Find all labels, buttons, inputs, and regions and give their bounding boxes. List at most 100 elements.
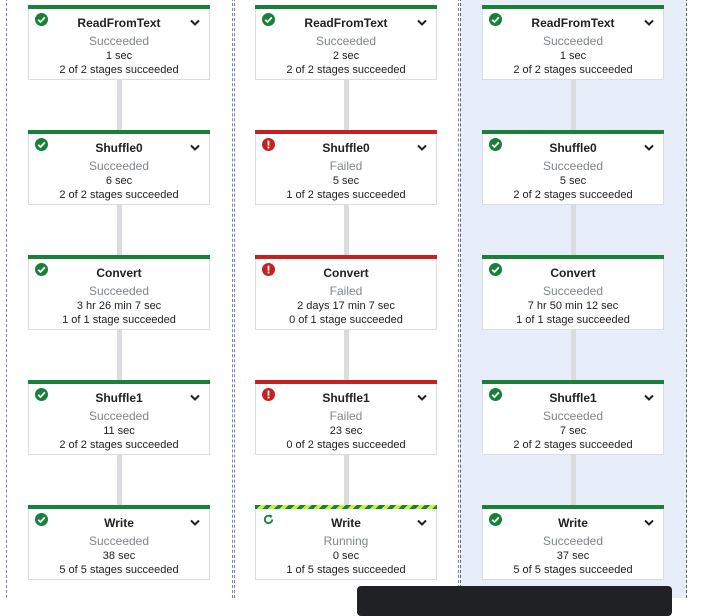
step-name: Shuffle1 <box>549 391 597 405</box>
step-status: Failed <box>329 284 363 298</box>
status-bar <box>28 505 210 509</box>
status-bar <box>482 255 664 259</box>
step-connector <box>117 455 122 505</box>
step-connector <box>117 205 122 255</box>
step-stages-summary: 0 of 2 stages succeeded <box>286 439 406 451</box>
step-connector <box>344 330 349 380</box>
step-status: Succeeded <box>88 284 150 298</box>
chevron-down-icon[interactable] <box>417 514 427 526</box>
step-name: Convert <box>323 266 369 280</box>
status-bar <box>28 380 210 384</box>
step-name: Shuffle1 <box>95 391 143 405</box>
step-connector <box>571 80 576 130</box>
step-card-readfromtext[interactable]: ReadFromText Succeeded 2 sec 2 of 2 stages … <box>255 5 437 80</box>
step-stages-summary: 5 of 5 stages succeeded <box>513 564 633 576</box>
step-status: Succeeded <box>542 409 604 423</box>
job-graph-column-1[interactable] <box>6 0 233 598</box>
step-duration: 7 sec <box>559 425 587 437</box>
check-circle-icon <box>35 388 48 401</box>
chevron-down-icon[interactable] <box>417 389 427 401</box>
status-bar <box>482 505 664 509</box>
status-bar <box>28 255 210 259</box>
status-bar <box>28 130 210 134</box>
step-card-shuffle1[interactable]: Shuffle1 Succeeded 11 sec 2 of 2 stages suc… <box>28 380 210 455</box>
chevron-down-icon[interactable] <box>190 389 200 401</box>
check-circle-icon <box>35 513 48 526</box>
step-duration: 37 sec <box>556 550 590 562</box>
step-card-write[interactable]: Write Running 0 sec 1 of 5 stages succeeded <box>255 505 437 580</box>
step-duration: 1 sec <box>559 50 587 62</box>
status-bar <box>255 505 437 509</box>
step-status: Succeeded <box>542 534 604 548</box>
step-card-readfromtext[interactable]: ReadFromText Succeeded 1 sec 2 of 2 stages … <box>28 5 210 80</box>
chevron-down-icon[interactable] <box>190 14 200 26</box>
check-circle-icon <box>35 263 48 276</box>
step-name: Convert <box>550 266 596 280</box>
step-stages-summary: 2 of 2 stages succeeded <box>59 189 179 201</box>
step-duration: 7 hr 50 min 12 sec <box>527 300 619 312</box>
step-card-convert[interactable]: Convert Failed 2 days 17 min 7 sec 0 of 1 s… <box>255 255 437 330</box>
check-circle-icon <box>489 13 502 26</box>
step-stages-summary: 1 of 5 stages succeeded <box>286 564 406 576</box>
status-bar <box>255 255 437 259</box>
check-circle-icon <box>489 138 502 151</box>
status-bar <box>255 380 437 384</box>
chevron-down-icon[interactable] <box>190 514 200 526</box>
step-connector <box>571 455 576 505</box>
job-graph-column-2[interactable] <box>234 0 459 598</box>
step-duration: 0 sec <box>332 550 360 562</box>
step-card-shuffle1[interactable]: Shuffle1 Succeeded 7 sec 2 of 2 stages succ… <box>482 380 664 455</box>
error-icon <box>262 388 275 401</box>
chevron-down-icon[interactable] <box>417 14 427 26</box>
step-card-shuffle0[interactable]: Shuffle0 Succeeded 5 sec 2 of 2 stages succ… <box>482 130 664 205</box>
status-bar <box>28 5 210 9</box>
step-duration: 23 sec <box>329 425 363 437</box>
step-status: Succeeded <box>542 284 604 298</box>
chevron-down-icon[interactable] <box>417 139 427 151</box>
step-name: Convert <box>96 266 142 280</box>
step-stages-summary: 2 of 2 stages succeeded <box>513 64 633 76</box>
status-bar <box>255 130 437 134</box>
step-duration: 5 sec <box>332 175 360 187</box>
step-card-write[interactable]: Write Succeeded 38 sec 5 of 5 stages succee… <box>28 505 210 580</box>
step-status: Succeeded <box>88 409 150 423</box>
step-card-shuffle1[interactable]: Shuffle1 Failed 23 sec 0 of 2 stages succee… <box>255 380 437 455</box>
step-name: Shuffle0 <box>549 141 597 155</box>
chevron-down-icon[interactable] <box>644 139 654 151</box>
step-stages-summary: 2 of 2 stages succeeded <box>286 64 406 76</box>
status-bar <box>482 380 664 384</box>
step-name: Write <box>331 516 361 530</box>
step-status: Running <box>323 534 369 548</box>
step-connector <box>571 205 576 255</box>
step-duration: 3 hr 26 min 7 sec <box>76 300 162 312</box>
step-card-convert[interactable]: Convert Succeeded 3 hr 26 min 7 sec 1 of 1 … <box>28 255 210 330</box>
step-card-convert[interactable]: Convert Succeeded 7 hr 50 min 12 sec 1 of 1… <box>482 255 664 330</box>
step-stages-summary: 5 of 5 stages succeeded <box>59 564 179 576</box>
step-status: Failed <box>329 409 363 423</box>
check-circle-icon <box>262 13 275 26</box>
check-circle-icon <box>489 263 502 276</box>
step-duration: 6 sec <box>105 175 133 187</box>
step-name: ReadFromText <box>531 16 615 30</box>
check-circle-icon <box>35 13 48 26</box>
chevron-down-icon[interactable] <box>644 14 654 26</box>
step-name: Shuffle1 <box>322 391 370 405</box>
chevron-down-icon[interactable] <box>644 389 654 401</box>
step-status: Failed <box>329 159 363 173</box>
step-status: Succeeded <box>315 34 377 48</box>
error-icon <box>262 138 275 151</box>
step-duration: 11 sec <box>103 425 135 437</box>
step-name: Write <box>558 516 588 530</box>
step-connector <box>571 330 576 380</box>
step-card-shuffle0[interactable]: Shuffle0 Succeeded 6 sec 2 of 2 stages succ… <box>28 130 210 205</box>
step-connector <box>117 80 122 130</box>
chevron-down-icon[interactable] <box>644 514 654 526</box>
step-card-readfromtext[interactable]: ReadFromText Succeeded 1 sec 2 of 2 stages … <box>482 5 664 80</box>
check-circle-icon <box>35 138 48 151</box>
refresh-icon <box>262 513 275 526</box>
step-stages-summary: 2 of 2 stages succeeded <box>513 439 633 451</box>
step-card-shuffle0[interactable]: Shuffle0 Failed 5 sec 1 of 2 stages succeed… <box>255 130 437 205</box>
chevron-down-icon[interactable] <box>190 139 200 151</box>
step-name: ReadFromText <box>77 16 161 30</box>
step-card-write[interactable]: Write Succeeded 37 sec 5 of 5 stages succee… <box>482 505 664 580</box>
